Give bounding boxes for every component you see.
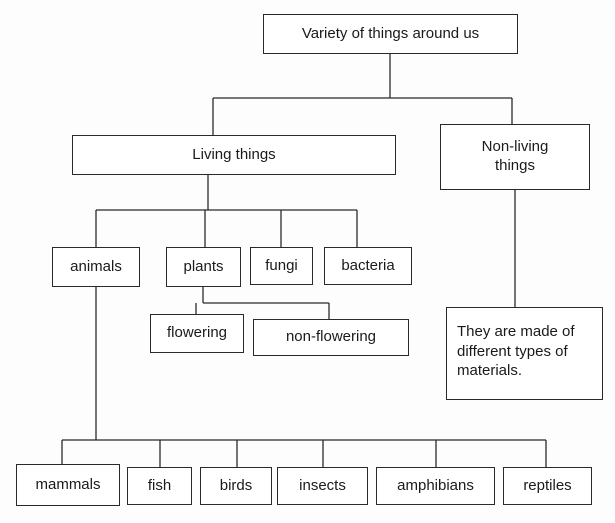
- plants-label: plants: [183, 257, 224, 275]
- bacteria-node: bacteria: [324, 247, 412, 285]
- non-living-things-node: Non-living things: [440, 124, 590, 190]
- fungi-node: fungi: [250, 247, 313, 285]
- flowering-label: flowering: [166, 324, 228, 342]
- animals-node: animals: [52, 247, 140, 287]
- birds-label: birds: [219, 476, 253, 494]
- living-things-label: Living things: [192, 145, 276, 163]
- non-flowering-node: non-flowering: [253, 319, 409, 356]
- non-living-description-label: They are made of different types of mate…: [457, 323, 575, 379]
- fish-label: fish: [147, 476, 172, 494]
- non-living-description-node: They are made of different types of mate…: [446, 307, 603, 400]
- insects-label: insects: [299, 476, 346, 494]
- amphibians-label: amphibians: [397, 476, 474, 494]
- fish-node: fish: [127, 467, 192, 505]
- reptiles-label: reptiles: [523, 476, 572, 494]
- living-things-node: Living things: [72, 135, 396, 175]
- amphibians-node: amphibians: [376, 467, 495, 505]
- root-label: Variety of things around us: [301, 24, 480, 42]
- bacteria-label: bacteria: [341, 256, 395, 274]
- non-flowering-label: non-flowering: [285, 328, 377, 346]
- root-node: Variety of things around us: [263, 14, 518, 54]
- plants-node: plants: [166, 247, 241, 287]
- birds-node: birds: [200, 467, 272, 505]
- mammals-label: mammals: [35, 475, 101, 493]
- flowering-node: flowering: [150, 314, 244, 353]
- animals-label: animals: [70, 257, 122, 275]
- mammals-node: mammals: [16, 464, 120, 506]
- non-living-things-label: Non-living things: [481, 138, 549, 174]
- insects-node: insects: [277, 467, 368, 505]
- reptiles-node: reptiles: [503, 467, 592, 505]
- fungi-label: fungi: [265, 256, 298, 274]
